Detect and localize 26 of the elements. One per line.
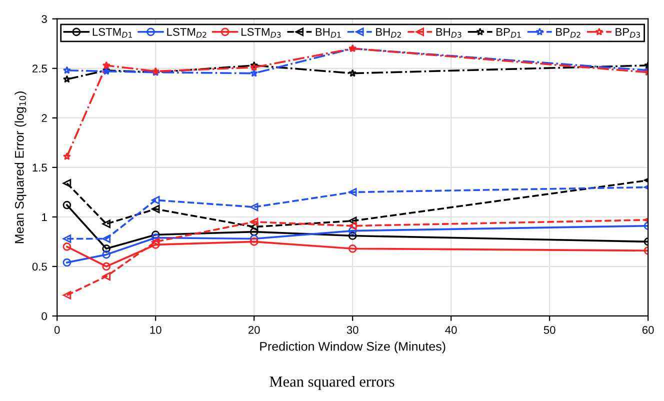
- legend-label: BP$_{D1}$: [496, 28, 521, 38]
- x-tick-label: 50: [544, 326, 556, 334]
- y-tick-label: 0.5: [32, 262, 47, 271]
- text: Mean squared errors: [270, 376, 394, 390]
- legend-label: BP$_{D2}$: [556, 28, 580, 38]
- y-tick-label: 0: [42, 312, 47, 320]
- x-tick-label: 0: [54, 326, 60, 334]
- y-tick-label: 1: [42, 213, 47, 221]
- y-tick-label: 1.5: [32, 164, 47, 172]
- x-tick-label: 60: [642, 326, 654, 334]
- legend-label: LSTM$_{D2}$: [167, 28, 206, 38]
- x-tick-label: 30: [346, 326, 358, 334]
- x-tick-label: 20: [248, 326, 260, 334]
- legend-label: BH$_{D2}$: [376, 28, 401, 38]
- legend-label: LSTM$_{D1}$: [92, 28, 132, 38]
- legend-label: LSTM$_{D3}$: [242, 28, 281, 38]
- legend-label: BH$_{D3}$: [436, 28, 462, 38]
- y-tick-label: 2: [42, 114, 47, 122]
- legend-label: BH$_{D1}$: [316, 28, 341, 38]
- y-axis-title: Mean Squared Error (log$_{10}$): [14, 92, 26, 244]
- legend-label: BP$_{D3}$: [616, 28, 640, 38]
- x-axis-title: Prediction Window Size (Minutes): [260, 342, 446, 354]
- y-tick-label: 3: [42, 15, 47, 23]
- x-tick-label: 40: [445, 326, 457, 334]
- x-tick-label: 10: [150, 326, 162, 334]
- y-tick-label: 2.5: [32, 64, 47, 73]
